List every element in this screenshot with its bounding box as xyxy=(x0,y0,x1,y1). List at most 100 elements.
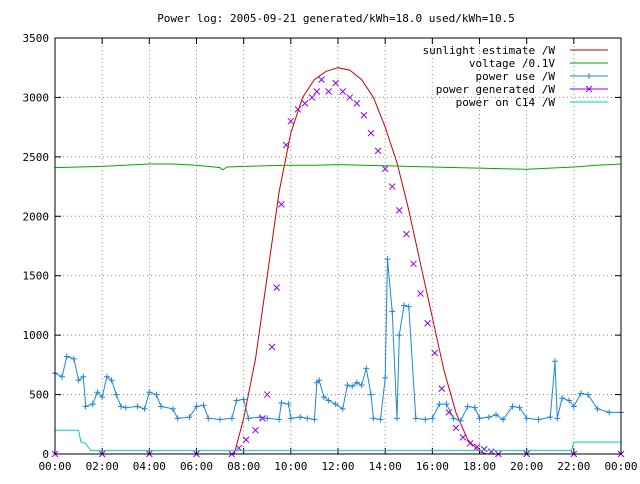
series-1 xyxy=(54,163,622,171)
data-point-plus xyxy=(405,303,412,310)
data-point-plus xyxy=(118,403,125,410)
x-tick-label: 02:00 xyxy=(86,460,119,473)
data-point-plus xyxy=(217,416,224,423)
legend-label: sunlight estimate /W xyxy=(423,44,556,57)
data-point-cross xyxy=(395,206,403,214)
data-point-cross xyxy=(339,88,347,95)
data-point-plus xyxy=(287,415,294,422)
data-point-plus xyxy=(389,308,396,315)
data-point-plus xyxy=(464,403,471,410)
y-tick-label: 1000 xyxy=(23,329,50,342)
data-point-plus xyxy=(523,415,530,422)
data-point-plus xyxy=(476,415,483,422)
data-point-plus xyxy=(108,377,115,384)
x-tick-label: 20:00 xyxy=(510,460,543,473)
data-point-cross xyxy=(381,165,389,173)
series-0 xyxy=(233,67,487,455)
data-point-plus xyxy=(70,355,77,362)
x-tick-label: 00:00 xyxy=(604,460,637,473)
data-point-cross xyxy=(459,434,467,441)
x-tick-label: 04:00 xyxy=(133,460,166,473)
data-point-plus xyxy=(358,382,365,389)
y-tick-label: 2500 xyxy=(23,151,50,164)
data-point-plus xyxy=(158,403,165,410)
y-tick-label: 3000 xyxy=(23,91,50,104)
data-point-plus xyxy=(122,404,129,411)
y-tick-label: 0 xyxy=(42,448,49,461)
data-point-plus xyxy=(278,399,285,406)
x-tick-label: 16:00 xyxy=(416,460,449,473)
data-point-cross xyxy=(353,100,361,107)
data-point-plus xyxy=(285,401,292,408)
x-tick-label: 00:00 xyxy=(38,460,71,473)
data-point-cross xyxy=(424,319,431,327)
data-point-plus xyxy=(153,391,160,398)
grid-lines xyxy=(55,38,621,454)
data-point-plus xyxy=(94,389,101,396)
data-point-plus xyxy=(353,379,360,386)
data-point-plus xyxy=(228,415,235,422)
data-point-plus xyxy=(59,373,66,380)
data-point-cross xyxy=(259,414,266,422)
data-point-plus xyxy=(63,353,70,360)
data-point-plus xyxy=(566,397,573,404)
data-point-cross xyxy=(308,94,316,101)
data-point-plus xyxy=(606,409,613,416)
data-point-plus xyxy=(325,397,332,404)
y-tick-label: 3500 xyxy=(23,32,50,45)
data-point-plus xyxy=(457,417,464,424)
data-point-plus xyxy=(363,365,370,372)
data-point-cross xyxy=(360,111,368,119)
series-2 xyxy=(52,256,624,424)
data-point-plus xyxy=(339,405,346,412)
data-point-plus xyxy=(311,416,318,423)
legend-marker xyxy=(585,85,593,93)
y-tick-label: 1500 xyxy=(23,270,50,283)
data-point-cross xyxy=(282,141,290,149)
data-point-plus xyxy=(485,414,492,421)
data-point-plus xyxy=(264,415,271,422)
data-point-plus xyxy=(89,401,96,408)
data-point-cross xyxy=(346,94,354,101)
data-point-cross xyxy=(294,105,302,113)
data-series xyxy=(51,67,625,458)
chart-title: Power log: 2005-09-21 generated/kWh=18.0… xyxy=(157,12,515,25)
data-point-cross xyxy=(410,260,417,268)
legend-label: voltage /0.1V xyxy=(469,57,555,70)
data-point-plus xyxy=(146,389,153,396)
legend-label: power generated /W xyxy=(436,83,556,96)
data-point-plus xyxy=(584,391,591,398)
data-point-plus xyxy=(99,393,106,400)
axis-ticks: 00:00 02:00 04:00 06:00 08:00 10:00 12:00 14:00… xyxy=(23,32,638,473)
data-point-plus xyxy=(276,416,283,423)
data-point-plus xyxy=(377,416,384,423)
data-point-plus xyxy=(344,382,351,389)
data-point-plus xyxy=(368,391,375,398)
data-point-plus xyxy=(80,373,87,380)
x-tick-label: 18:00 xyxy=(463,460,496,473)
data-point-plus xyxy=(82,403,89,410)
data-point-plus xyxy=(169,405,176,412)
data-point-plus xyxy=(509,403,516,410)
data-point-plus xyxy=(240,396,247,403)
data-point-plus xyxy=(384,256,391,263)
data-point-plus xyxy=(493,411,500,418)
data-point-cross xyxy=(473,443,481,451)
data-point-plus xyxy=(401,302,408,309)
data-point-plus xyxy=(174,415,181,422)
data-point-plus xyxy=(205,415,212,422)
data-point-plus xyxy=(257,414,264,421)
data-point-cross xyxy=(367,129,375,137)
data-point-plus xyxy=(570,403,577,410)
data-point-plus xyxy=(396,332,403,339)
data-point-cross xyxy=(452,424,460,432)
data-point-cross xyxy=(287,117,295,125)
data-point-plus xyxy=(535,416,542,423)
data-point-plus xyxy=(554,415,561,422)
data-point-cross xyxy=(301,100,309,107)
legend-label: power use /W xyxy=(476,70,556,83)
x-tick-label: 08:00 xyxy=(227,460,260,473)
data-point-cross xyxy=(445,409,453,416)
